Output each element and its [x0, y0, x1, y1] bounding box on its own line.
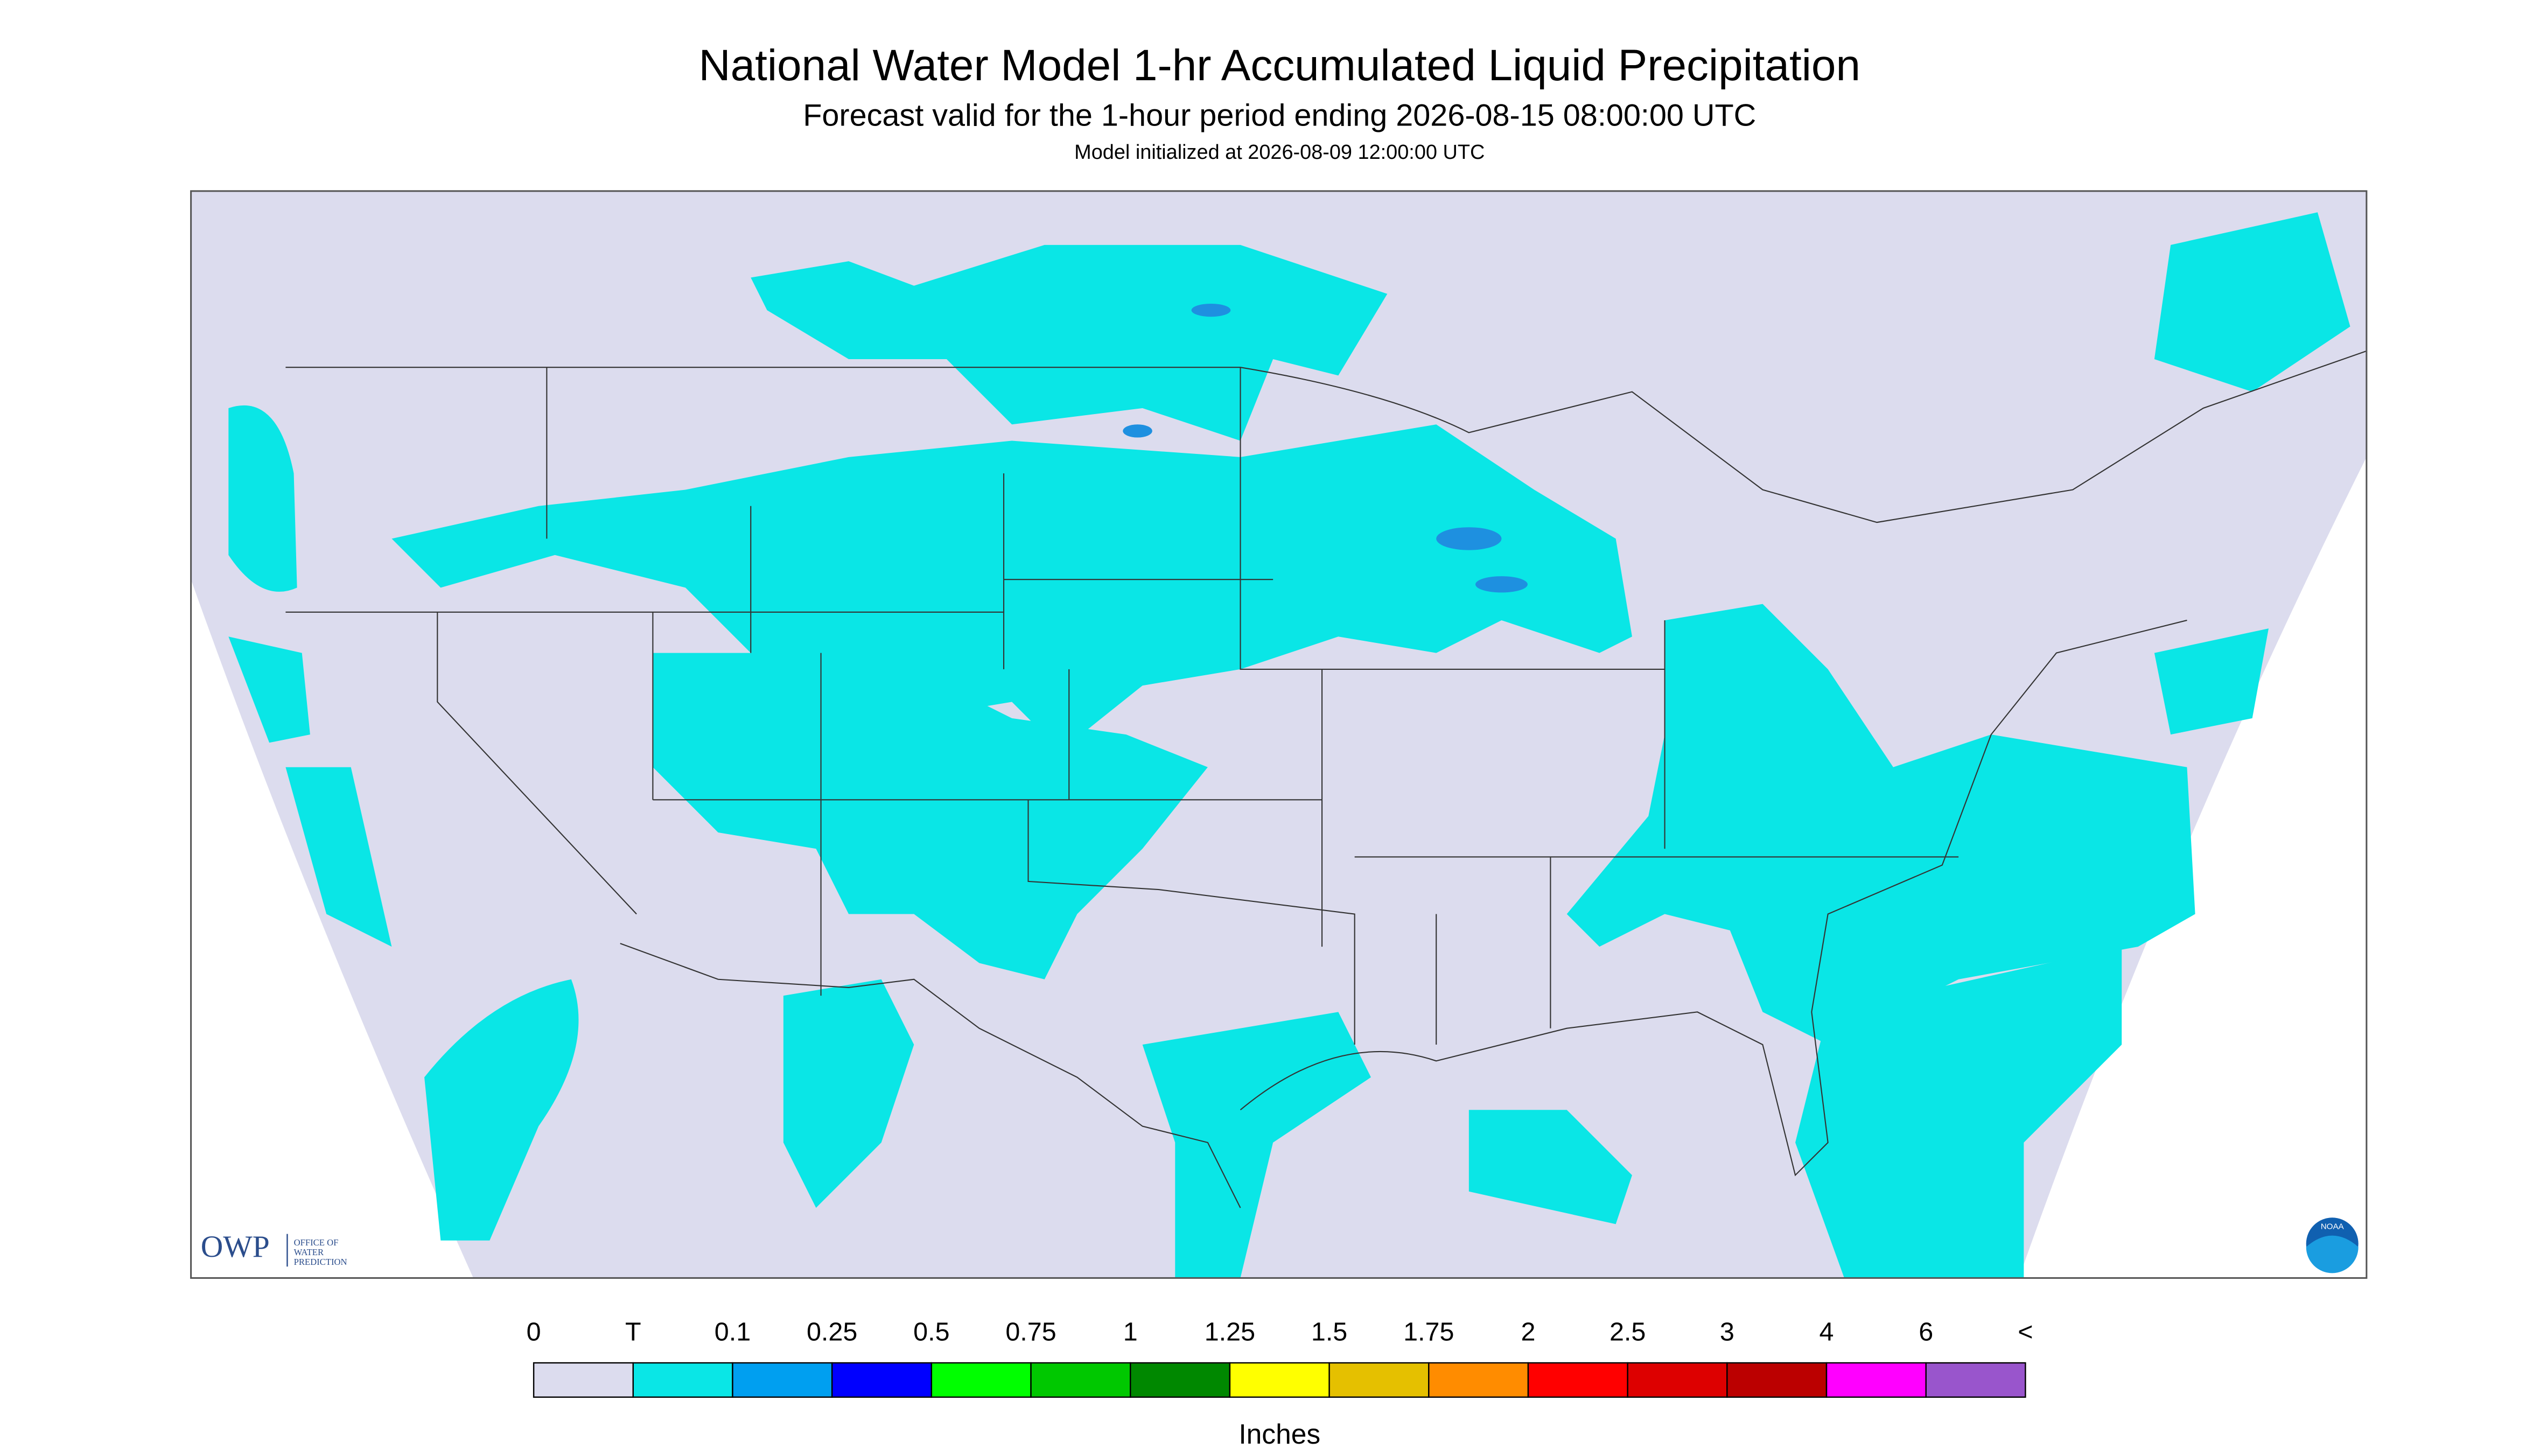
- precip-area: [228, 636, 310, 743]
- precip-area: [391, 424, 1632, 751]
- border-line: [1240, 619, 2187, 1177]
- init-note: Model initialized at 2026-08-09 12:00:00…: [1074, 141, 1485, 164]
- legend-swatch: [1627, 1362, 1728, 1398]
- legend-label: 0.25: [807, 1317, 857, 1346]
- precip-area-heavier: [1475, 576, 1528, 593]
- border-line: [285, 367, 1959, 1045]
- precip-areas: [228, 212, 2350, 1278]
- owp-logo: OWP OFFICE OF WATER PREDICTION: [201, 1230, 347, 1267]
- legend-swatch: [1229, 1362, 1330, 1398]
- legend-label: 1: [1123, 1317, 1138, 1346]
- legend-label: 2: [1521, 1317, 1535, 1346]
- legend-units: Inches: [1238, 1418, 1320, 1450]
- owp-logo-line: PREDICTION: [294, 1257, 347, 1267]
- precip-area: [751, 244, 1388, 441]
- map: OWP OFFICE OF WATER PREDICTION NOAA: [190, 190, 2368, 1279]
- precip-area: [424, 979, 579, 1241]
- legend-swatch: [632, 1362, 733, 1398]
- legend-label: 6: [1919, 1317, 1933, 1346]
- legend-swatch: [1726, 1362, 1828, 1398]
- legend-swatch: [1130, 1362, 1231, 1398]
- legend-label: 0.75: [1005, 1317, 1056, 1346]
- precip-area-heavier: [1191, 303, 1231, 317]
- legend: Inches 0 T 0.1 0.25 0.5 0.75 1 1.25 1.5 1.75 2 2.5 3…: [527, 1317, 2033, 1450]
- legend-swatch: [831, 1362, 933, 1398]
- noaa-logo: NOAA: [2306, 1217, 2359, 1273]
- legend-label: 3: [1720, 1317, 1734, 1346]
- map-frame: [190, 190, 2368, 1279]
- legend-swatch: [930, 1362, 1032, 1398]
- precip-area-heavier: [1436, 527, 1502, 550]
- owp-logo-line: WATER: [294, 1247, 324, 1257]
- legend-swatch: [533, 1362, 634, 1398]
- legend-label: T: [625, 1317, 641, 1346]
- precip-area: [285, 767, 392, 947]
- legend-label: 1.5: [1311, 1317, 1347, 1346]
- legend-label: 4: [1820, 1317, 1834, 1346]
- legend-swatch: [732, 1362, 833, 1398]
- legend-label: 0: [527, 1317, 541, 1346]
- legend-label: 1.25: [1205, 1317, 1255, 1346]
- subtitle: Forecast valid for the 1-hour period end…: [803, 99, 1756, 133]
- legend-swatch: [1428, 1362, 1529, 1398]
- title: National Water Model 1-hr Accumulated Li…: [699, 41, 1860, 90]
- legend-swatch: [1527, 1362, 1628, 1398]
- legend-label: <: [2018, 1317, 2033, 1346]
- border-line: [285, 350, 2367, 523]
- precip-area: [783, 979, 914, 1208]
- precip-area: [1142, 1012, 1371, 1278]
- border-line: [620, 943, 1241, 1208]
- legend-swatch: [1328, 1362, 1430, 1398]
- legend-swatch: [1030, 1362, 1131, 1398]
- boundaries: [285, 350, 2367, 1208]
- precip-area: [2154, 628, 2269, 735]
- precip-area: [1795, 947, 2122, 1278]
- legend-swatch: [1825, 1362, 1927, 1398]
- legend-label: 2.5: [1610, 1317, 1646, 1346]
- legend-label: 1.75: [1403, 1317, 1454, 1346]
- noaa-logo-wave: [2306, 1235, 2359, 1273]
- owp-logo-text: OWP: [201, 1230, 270, 1264]
- legend-label: 0.1: [715, 1317, 751, 1346]
- precip-area: [2154, 212, 2350, 392]
- precip-area: [1566, 604, 2195, 1045]
- precip-area-heavier: [1123, 424, 1152, 438]
- precip-area: [228, 405, 297, 592]
- legend-swatch: [1925, 1362, 2026, 1398]
- legend-label: 0.5: [913, 1317, 949, 1346]
- precip-area: [1468, 1110, 1632, 1224]
- owp-logo-line: OFFICE OF: [294, 1237, 339, 1248]
- noaa-logo-text: NOAA: [2321, 1222, 2345, 1231]
